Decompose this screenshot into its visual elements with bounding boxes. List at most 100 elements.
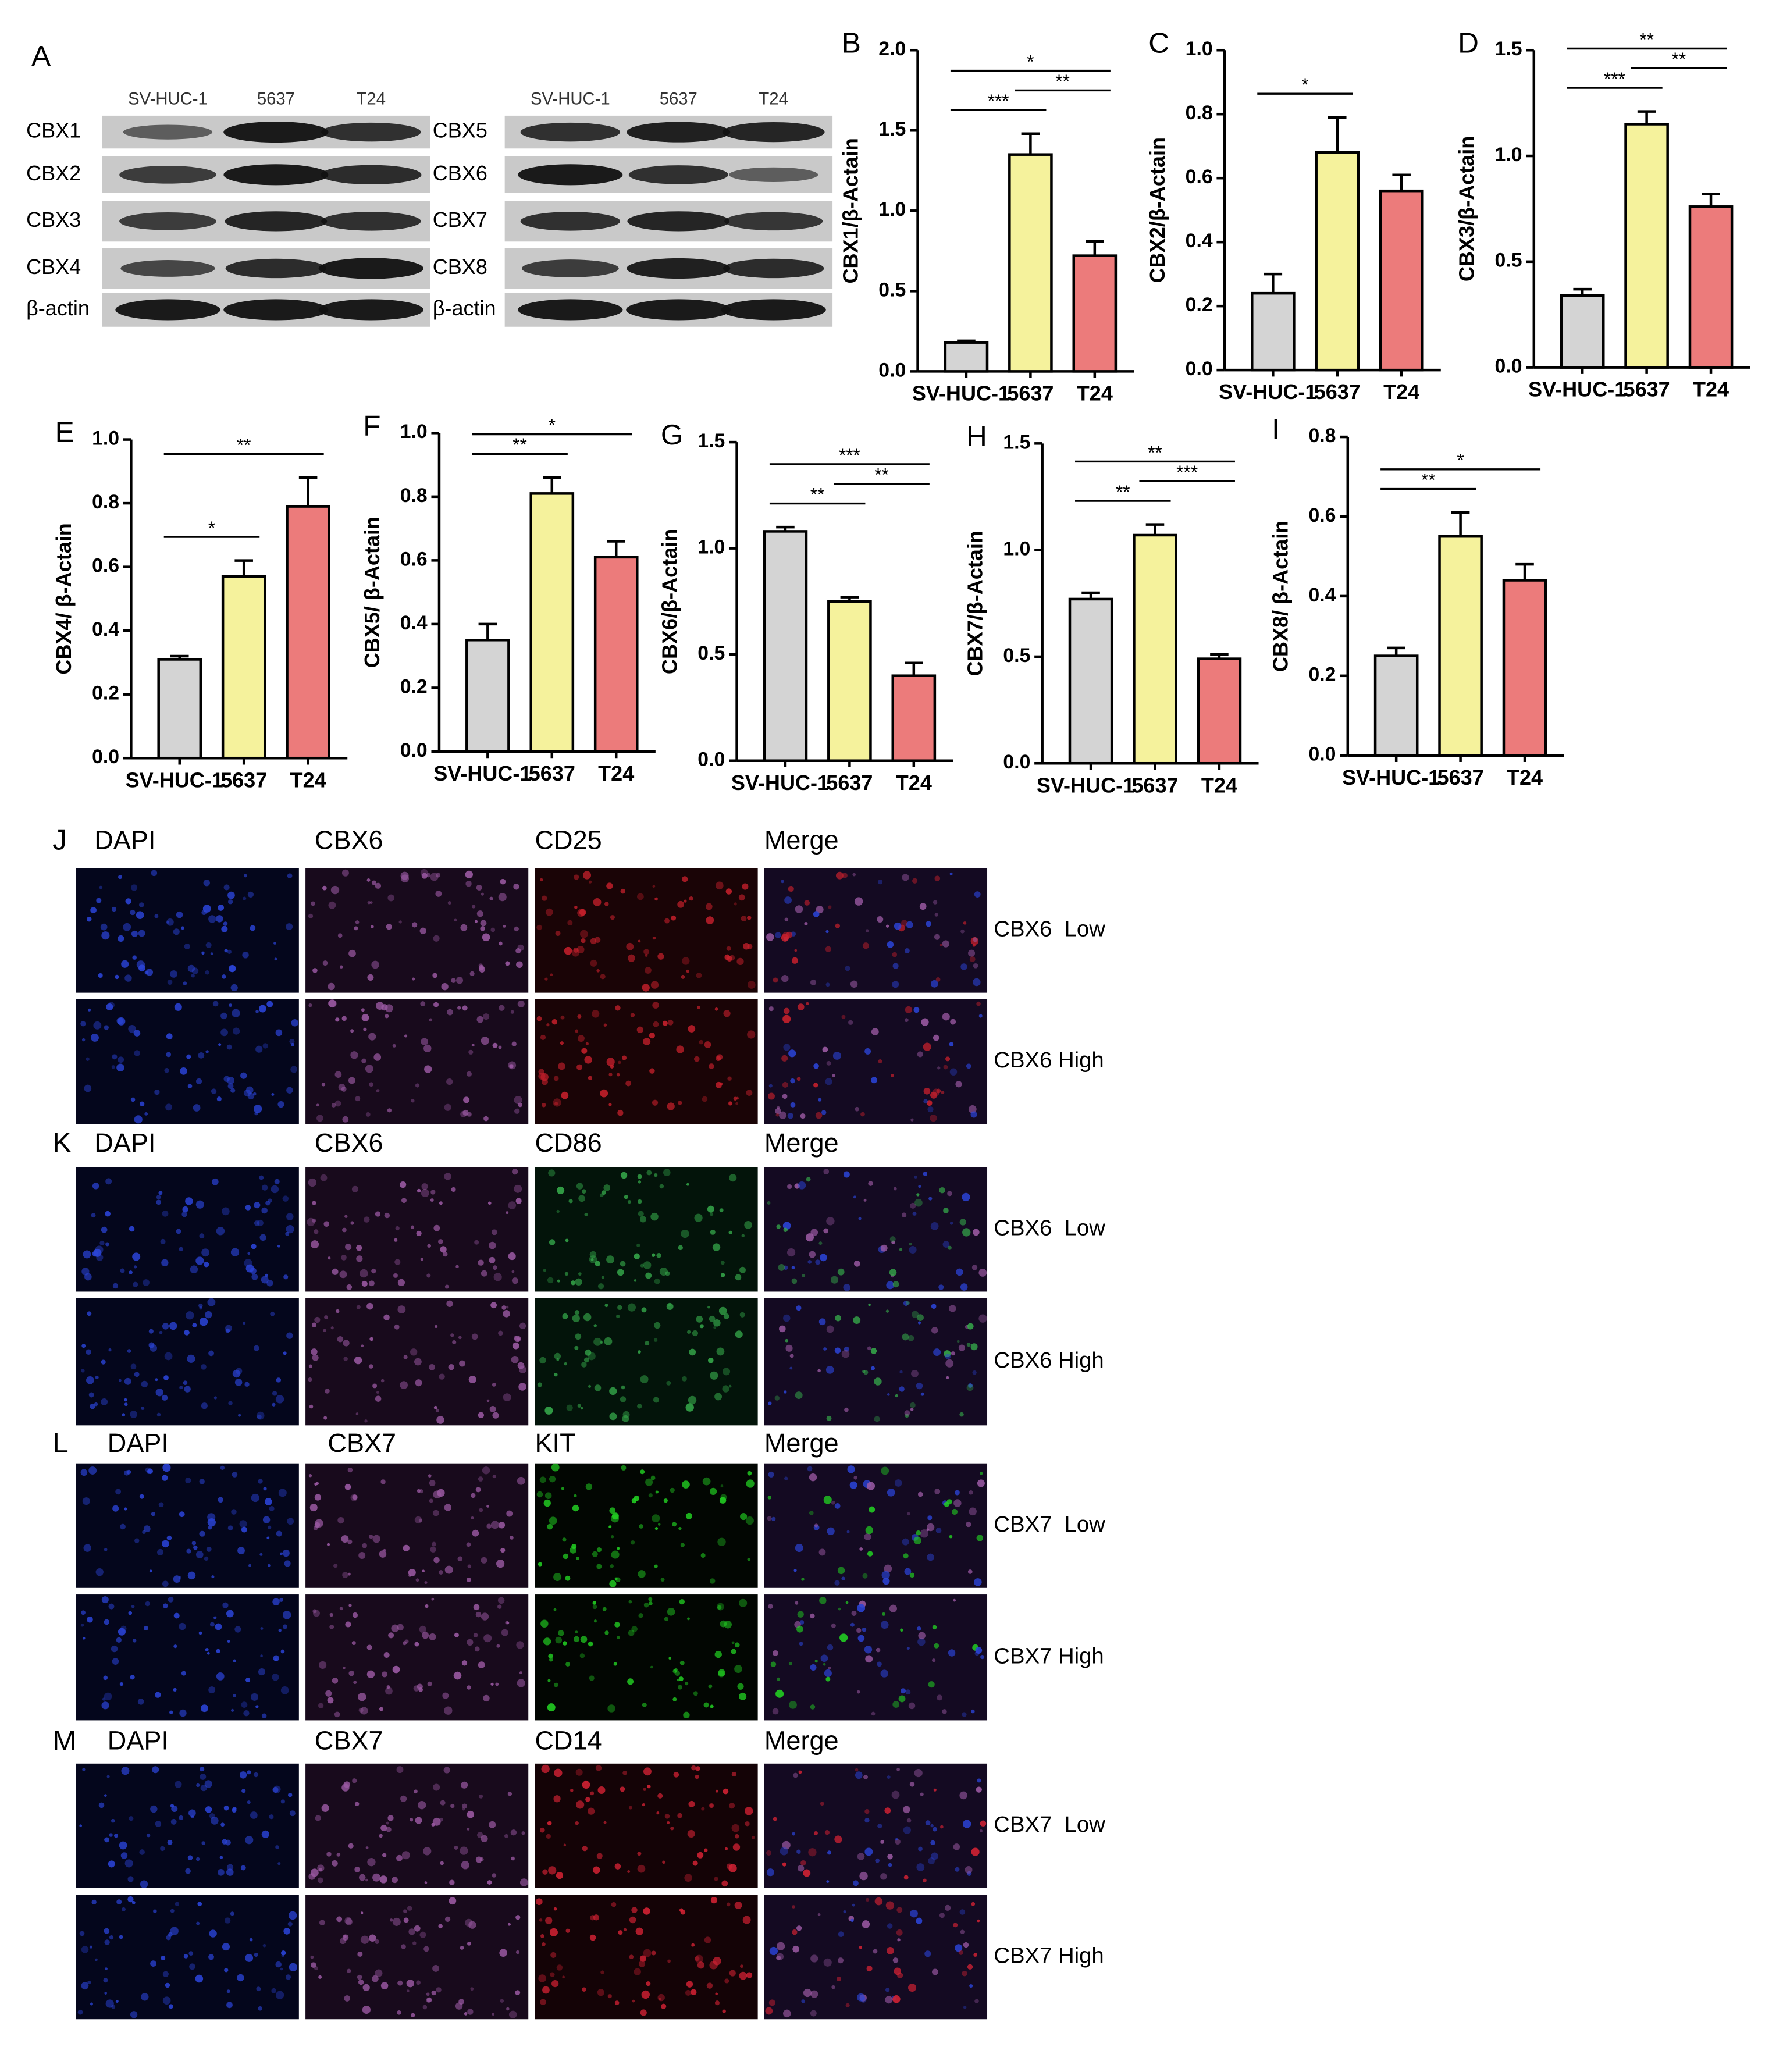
fluorescence-signal <box>316 1115 323 1122</box>
fluorescence-signal <box>604 902 609 906</box>
fluorescence-signal <box>549 1516 557 1525</box>
fluorescence-signal <box>790 1078 795 1084</box>
fluorescence-signal <box>891 1074 894 1077</box>
fluorescence-signal <box>740 1512 748 1521</box>
fluorescence-signal <box>863 1198 867 1202</box>
fluorescence-signal <box>454 918 457 922</box>
fluorescence-signal <box>846 1530 850 1533</box>
fluorescence-signal <box>269 1814 274 1820</box>
fluorescence-signal <box>284 1560 291 1567</box>
fluorescence-signal <box>120 1625 127 1632</box>
fluorescence-signal <box>131 1604 135 1608</box>
fluorescence-signal <box>942 1013 950 1021</box>
fluorescence-signal <box>974 1999 979 2003</box>
fluorescence-signal <box>801 1578 805 1581</box>
fluorescence-signal <box>653 1397 659 1403</box>
fluorescence-signal <box>120 1523 126 1530</box>
blot-band <box>225 211 328 232</box>
micrograph <box>305 1167 529 1292</box>
fluorescence-signal <box>423 1044 432 1053</box>
fluorescence-signal <box>318 1703 324 1708</box>
fluorescence-signal <box>741 916 747 922</box>
fluorescence-signal <box>426 1992 430 1996</box>
fluorescence-signal <box>606 1255 614 1264</box>
fluorescence-signal <box>637 1174 642 1179</box>
fluorescence-signal <box>326 1543 330 1546</box>
fluorescence-signal <box>187 964 195 973</box>
fluorescence-signal <box>582 1781 590 1789</box>
fluorescence-signal <box>930 1114 937 1122</box>
fluorescence-signal <box>616 1073 620 1077</box>
fluorescence-signal <box>509 1064 514 1069</box>
fluorescence-signal <box>677 1813 683 1818</box>
panel-letter: C <box>1148 26 1169 59</box>
fluorescence-signal <box>944 1904 951 1911</box>
protein-label: β-actin <box>433 296 496 320</box>
fluorescence-signal <box>451 1187 456 1192</box>
fluorescence-signal <box>122 1413 126 1417</box>
fluorescence-signal <box>201 1248 210 1257</box>
fluorescence-signal <box>467 1685 471 1690</box>
fluorescence-signal <box>850 1918 854 1923</box>
fluorescence-signal <box>820 1254 827 1262</box>
fluorescence-signal <box>225 1325 232 1332</box>
fluorescence-signal <box>187 1354 195 1363</box>
fluorescence-signal <box>845 2003 850 2007</box>
fluorescence-signal <box>185 1477 191 1484</box>
fluorescence-signal <box>853 1316 861 1325</box>
y-tick-label: 1.5 <box>1495 38 1522 60</box>
fluorescence-signal <box>699 1324 704 1329</box>
fluorescence-signal <box>776 1955 781 1961</box>
fluorescence-signal <box>337 933 343 938</box>
fluorescence-signal <box>585 1483 593 1490</box>
fluorescence-signal <box>642 984 650 992</box>
fluorescence-signal <box>673 1772 679 1778</box>
fluorescence-signal <box>914 1198 923 1207</box>
fluorescence-signal <box>570 1789 574 1792</box>
fluorescence-signal <box>223 1076 230 1083</box>
x-tick-label: T24 <box>1383 380 1419 404</box>
fluorescence-signal <box>747 1557 751 1561</box>
fluorescence-signal <box>415 1578 419 1582</box>
fluorescence-signal <box>632 1999 635 2003</box>
fluorescence-signal <box>775 1108 781 1115</box>
fluorescence-signal <box>768 1006 774 1012</box>
fluorescence-signal <box>81 1610 86 1615</box>
fluorescence-signal <box>329 1624 334 1629</box>
fluorescence-signal <box>412 1941 417 1945</box>
x-tick-label: 5637 <box>1007 381 1054 405</box>
fluorescence-signal <box>547 1821 552 1826</box>
fluorescence-signal <box>489 1256 496 1263</box>
fluorescence-signal <box>170 970 177 978</box>
fluorescence-signal <box>678 1245 683 1251</box>
fluorescence-signal <box>576 1800 585 1809</box>
fluorescence-signal <box>554 1352 561 1360</box>
fluorescence-signal <box>251 1693 259 1701</box>
fluorescence-signal <box>765 2007 773 2015</box>
fluorescence-signal <box>893 1187 897 1191</box>
panel-letter: F <box>363 409 380 442</box>
fluorescence-signal <box>339 1607 343 1611</box>
fluorescence-signal <box>180 1067 187 1075</box>
fluorescence-signal <box>739 1312 745 1318</box>
fluorescence-signal <box>366 878 371 882</box>
fluorescence-signal <box>550 1972 555 1977</box>
fluorescence-signal <box>185 1197 193 1205</box>
fluorescence-signal <box>688 1395 697 1405</box>
fluorescence-signal <box>410 1225 415 1229</box>
fluorescence-signal <box>91 1899 97 1905</box>
fluorescence-signal <box>247 1800 251 1804</box>
fluorescence-signal <box>790 1102 796 1108</box>
lane-label: T24 <box>759 90 788 109</box>
fluorescence-signal <box>585 1042 589 1045</box>
fluorescence-signal <box>882 1578 890 1585</box>
protein-label: CBX4 <box>26 255 81 279</box>
fluorescence-signal <box>394 1238 398 1242</box>
fluorescence-signal <box>646 1981 651 1986</box>
fluorescence-signal <box>954 1490 960 1496</box>
fluorescence-signal <box>681 1229 689 1238</box>
fluorescence-signal <box>858 1217 862 1220</box>
fluorescence-signal <box>709 1578 716 1584</box>
fluorescence-signal <box>914 1175 917 1179</box>
fluorescence-signal <box>877 1824 882 1829</box>
